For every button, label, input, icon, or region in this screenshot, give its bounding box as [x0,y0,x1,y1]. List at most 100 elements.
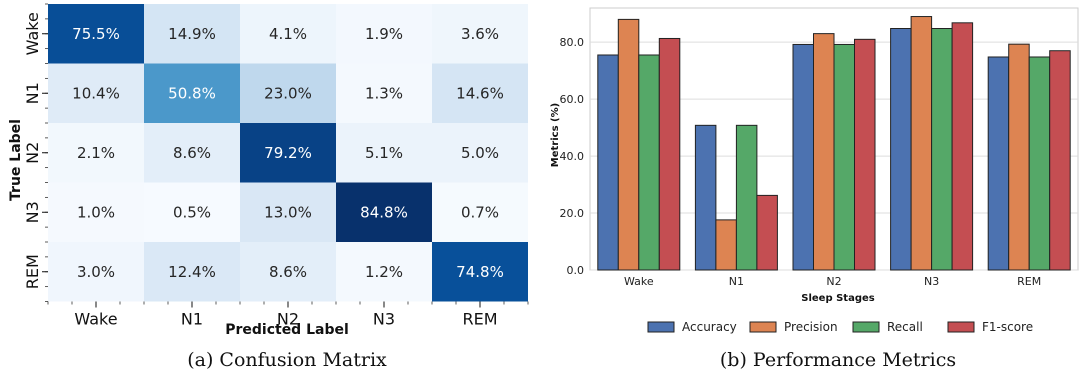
cm-ytick-label: Wake [23,12,42,55]
cm-cell-label: 1.2% [365,263,403,281]
cm-cell-label: 5.0% [461,144,499,162]
cm-cell-label: 2.1% [77,144,115,162]
performance-bar-chart: 0.0 20.0 40.0 60.0 80.0 Wake N1 N2 N3 REM [560,7,1079,288]
bar [735,124,758,271]
cm-cell [48,182,144,242]
cm-cell-label: 1.0% [77,203,115,221]
cm-cell [144,182,240,242]
confusion-matrix: 75.5% 14.9% 4.1% 1.9% 3.6% 10.4% 50.8% 23.0% 1.3… [23,3,529,329]
legend-swatch [647,321,675,333]
bar [617,18,640,271]
bar [1049,50,1071,271]
cm-xtick-label: Wake [74,310,117,329]
cm-ytick-label: N3 [23,201,42,223]
cm-cell-label: 75.5% [72,25,120,43]
cm-cell-label: 14.9% [168,25,216,43]
bar [987,56,1010,271]
legend-label: Precision [784,320,838,334]
bar-xlabel: Sleep Stages [801,293,875,304]
legend-swatch [852,321,880,333]
legend-label: Recall [887,320,923,334]
cm-caption: (a) Confusion Matrix [187,349,387,371]
cm-cell-label: 0.5% [173,203,211,221]
cm-cell [336,4,432,64]
cm-cell-label: 5.1% [365,144,403,162]
bar-xtick-label: N1 [729,275,744,288]
cm-xtick-label: N3 [373,310,395,329]
cm-xtick-label: N2 [277,310,299,329]
bar [910,16,933,271]
cm-cell [432,242,528,302]
legend-swatch [947,321,975,333]
bar [1008,43,1030,271]
cm-cell [432,123,528,183]
bar [638,54,660,271]
bar [715,219,737,271]
cm-cell [48,123,144,183]
cm-cell [144,4,240,64]
cm-xtick-label: REM [462,310,497,329]
bar-xtick-label: N3 [924,275,939,288]
cm-ytick-label: N1 [23,82,42,104]
bar-ytick-label: 0.0 [567,264,585,277]
cm-cell [432,182,528,242]
cm-cell-label: 74.8% [456,263,504,281]
cm-cell-label: 8.6% [269,263,307,281]
cm-cell-label: 1.3% [365,84,403,102]
bar-ytick-label: 80.0 [560,36,585,49]
cm-cell-label: 8.6% [173,144,211,162]
bar [813,33,835,271]
cm-cell-label: 50.8% [168,84,216,102]
cm-cell-label: 79.2% [264,144,312,162]
bar-ytick-label: 20.0 [560,207,585,220]
bar [756,194,778,271]
cm-cell [240,242,336,302]
cm-cell-label: 0.7% [461,203,499,221]
cm-cell [144,63,240,123]
cm-cell [144,242,240,302]
bar [1028,56,1051,271]
cm-cell-label: 10.4% [72,84,120,102]
cm-ylabel: True Label [8,119,24,201]
cm-cell [240,123,336,183]
cm-cell [48,63,144,123]
cm-xlabel: Predicted Label [225,322,349,338]
cm-cell [144,123,240,183]
cm-cell-label: 14.6% [456,84,504,102]
cm-cell [240,182,336,242]
cm-cell-label: 3.6% [461,25,499,43]
cm-cell [48,4,144,64]
bar [854,38,876,271]
cm-cell [240,63,336,123]
cm-cell-label: 13.0% [264,203,312,221]
legend-swatch [749,321,777,333]
bar [931,28,953,271]
bar-xtick-label: Wake [624,275,654,288]
legend-label: Accuracy [682,320,737,334]
bar [792,43,814,271]
cm-cell [336,63,432,123]
cm-cell [432,63,528,123]
cm-cell [240,4,336,64]
cm-cell-label: 12.4% [168,263,216,281]
bar-ylabel: Metrics (%) [550,103,561,167]
cm-cell [336,182,432,242]
bar [951,22,974,271]
cm-ytick-label: N2 [23,142,42,164]
bar-legend: Accuracy Precision Recall F1-score [647,320,1033,334]
bar-caption: (b) Performance Metrics [720,349,956,371]
bar [694,124,717,271]
cm-cell-label: 1.9% [365,25,403,43]
cm-ytick-label: REM [23,254,42,289]
legend-label: F1-score [982,320,1033,334]
cm-cell [432,4,528,64]
cm-cell [336,242,432,302]
bar [890,28,912,271]
cm-cell-label: 3.0% [77,263,115,281]
cm-cell [336,123,432,183]
cm-cell-label: 4.1% [269,25,307,43]
cm-cell-label: 23.0% [264,84,312,102]
cm-cell-label: 84.8% [360,203,408,221]
bar-ytick-label: 40.0 [560,150,585,163]
